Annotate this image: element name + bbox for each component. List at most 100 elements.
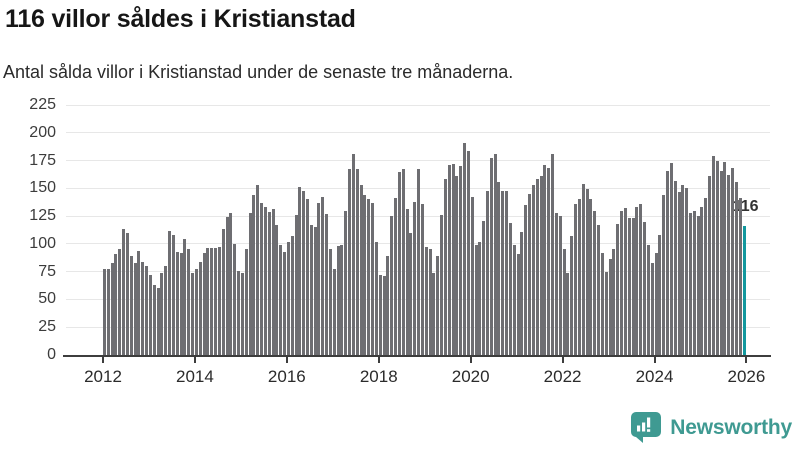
bar — [593, 210, 597, 355]
bar — [547, 168, 551, 355]
bar — [505, 190, 509, 355]
bar — [103, 269, 106, 355]
bar — [639, 203, 643, 355]
bar — [466, 150, 470, 355]
bar — [478, 241, 482, 355]
bar — [355, 169, 359, 355]
bar — [252, 195, 256, 355]
bar — [440, 215, 444, 355]
bar — [183, 239, 187, 355]
bar — [294, 215, 298, 355]
y-axis-tick-label: 125 — [29, 207, 56, 225]
bar — [401, 169, 405, 355]
bar — [332, 269, 336, 355]
bar — [443, 179, 447, 355]
bar — [539, 176, 543, 355]
bar — [164, 266, 168, 355]
bar — [654, 252, 658, 355]
plot-area: 116 2012 2014 2016 2018 2020 2022 2024 2026 — [63, 104, 771, 386]
chart-subtitle: Antal sålda villor i Kristianstad under … — [3, 62, 514, 82]
x-axis-tick — [653, 355, 656, 363]
bar — [482, 220, 486, 355]
bar — [719, 170, 723, 355]
x-axis-tick-label: 2020 — [451, 367, 490, 386]
bar — [631, 218, 635, 355]
bar — [409, 232, 413, 355]
bar — [681, 185, 685, 355]
bar — [171, 235, 175, 355]
bar — [210, 248, 214, 355]
page-title: 116 villor såldes i Kristianstad — [5, 5, 356, 33]
bar — [248, 212, 252, 355]
bar — [692, 210, 696, 355]
bar — [260, 202, 264, 355]
bar — [225, 217, 229, 355]
bar — [214, 248, 218, 355]
bar — [110, 262, 114, 355]
bar — [133, 262, 137, 355]
bar — [497, 181, 501, 355]
bar — [221, 229, 225, 355]
bar — [321, 197, 325, 355]
bar — [229, 212, 233, 355]
bar — [363, 195, 367, 355]
bar — [635, 207, 639, 355]
bar — [451, 163, 455, 355]
bar — [700, 207, 704, 355]
bar — [463, 142, 467, 355]
bar — [152, 285, 156, 355]
bar — [194, 269, 198, 355]
bar — [351, 153, 355, 355]
bar — [612, 249, 616, 355]
gridline — [66, 160, 770, 162]
x-axis-tick-label: 2014 — [175, 367, 214, 386]
x-axis-tick — [561, 355, 564, 363]
bar — [643, 221, 647, 355]
bar — [459, 166, 463, 355]
y-axis-tick-label: 50 — [38, 290, 56, 308]
bar — [470, 197, 474, 355]
bar — [122, 229, 126, 355]
bar — [348, 169, 352, 355]
bar — [428, 249, 432, 355]
y-axis-tick-label: 25 — [38, 318, 56, 336]
bar — [118, 249, 122, 355]
bar — [558, 216, 562, 355]
x-axis-tick — [745, 355, 748, 363]
bar — [704, 198, 708, 355]
bar — [240, 272, 244, 355]
bar — [570, 236, 574, 355]
bar — [325, 213, 329, 355]
bar — [405, 209, 409, 355]
bar — [202, 252, 206, 355]
bar — [662, 195, 666, 355]
bar — [317, 202, 321, 355]
bar — [279, 245, 283, 355]
x-axis-line — [63, 355, 771, 357]
bar — [309, 225, 313, 355]
y-axis-tick-label: 175 — [29, 151, 56, 169]
bar — [666, 170, 669, 355]
bar — [233, 243, 237, 355]
bar — [620, 210, 624, 355]
bar — [283, 251, 286, 355]
newsworthy-logo-text: Newsworthy — [670, 415, 792, 439]
bar — [520, 231, 524, 355]
bar — [685, 188, 689, 355]
gridline — [66, 104, 770, 106]
newsworthy-logo[interactable]: Newsworthy — [629, 411, 792, 444]
bar — [168, 230, 172, 355]
bar — [313, 227, 317, 355]
bar — [271, 209, 275, 355]
bar — [198, 261, 202, 355]
bar — [723, 161, 727, 355]
bar — [191, 272, 195, 355]
bar — [374, 241, 378, 355]
x-axis-tick-label: 2022 — [543, 367, 582, 386]
x-axis-tick — [469, 355, 472, 363]
bar — [290, 236, 294, 355]
bar — [305, 199, 309, 355]
bar — [382, 276, 386, 355]
bar — [535, 179, 539, 355]
bar — [187, 249, 191, 355]
